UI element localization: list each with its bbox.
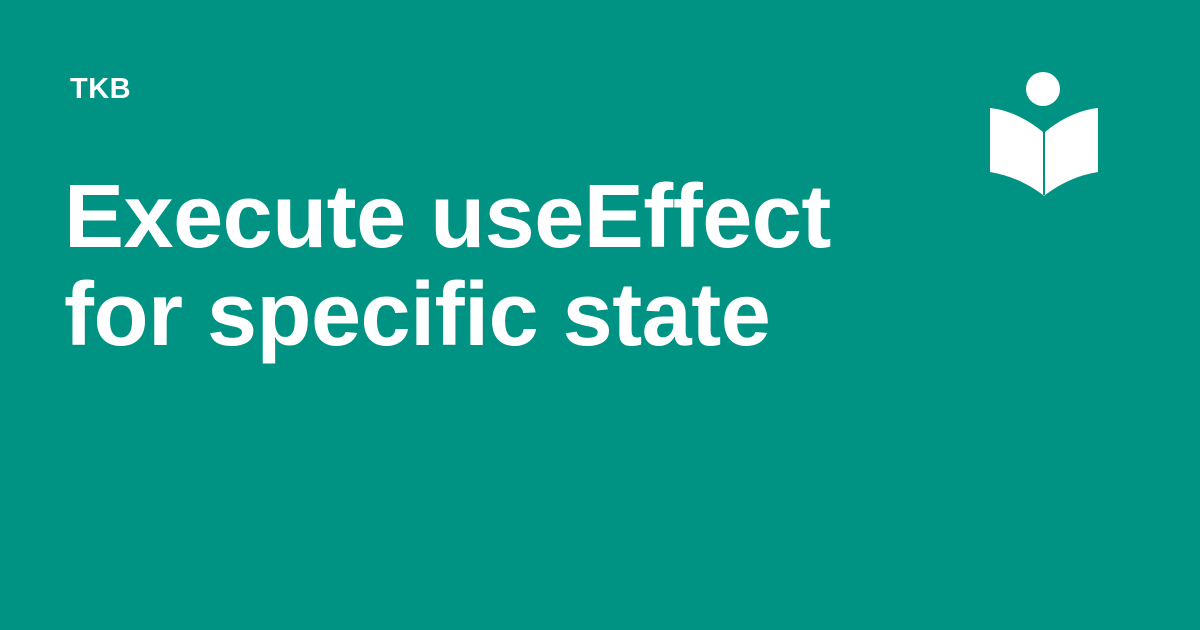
article-title-line-2: for specific state bbox=[64, 265, 771, 365]
article-title-line-1: Execute useEffect bbox=[64, 167, 831, 267]
site-name: TKB bbox=[70, 73, 132, 105]
reader-book-icon bbox=[990, 72, 1098, 196]
article-title: Execute useEffect for specific state bbox=[64, 168, 904, 364]
